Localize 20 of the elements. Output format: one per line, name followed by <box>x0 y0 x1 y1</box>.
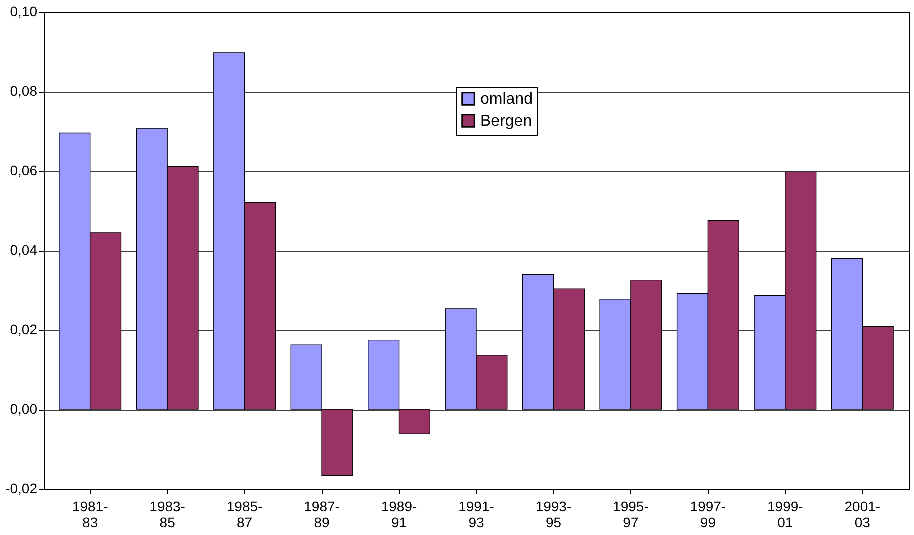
y-tick-label: 0,10 <box>10 4 38 20</box>
legend-label: omland <box>480 91 533 108</box>
legend-label: Bergen <box>480 113 532 130</box>
y-tick-label: 0,00 <box>10 401 38 417</box>
x-tick-label: 1993-95 <box>536 498 572 530</box>
y-tick-label: 0,06 <box>10 162 38 178</box>
x-tick-label: 1985-87 <box>226 498 264 530</box>
x-tick-label: 1989-91 <box>381 498 418 530</box>
x-tick-label: 1991-93 <box>458 498 495 530</box>
y-tick-label: -0,02 <box>6 480 38 496</box>
x-tick-label: 2001-03 <box>844 498 881 530</box>
x-tick-label: 1983-85 <box>150 498 186 530</box>
x-tick-label: 1987-89 <box>304 498 340 530</box>
y-tick-label: 0,04 <box>10 242 38 258</box>
x-tick-label: 1997-99 <box>690 498 726 530</box>
y-tick-label: 0,02 <box>10 322 38 338</box>
x-tick-label: 1981-83 <box>72 498 109 530</box>
y-tick-label: 0,08 <box>10 83 38 99</box>
x-tick-label: 1999-01 <box>768 498 804 530</box>
x-tick-label: 1995-97 <box>613 498 650 530</box>
